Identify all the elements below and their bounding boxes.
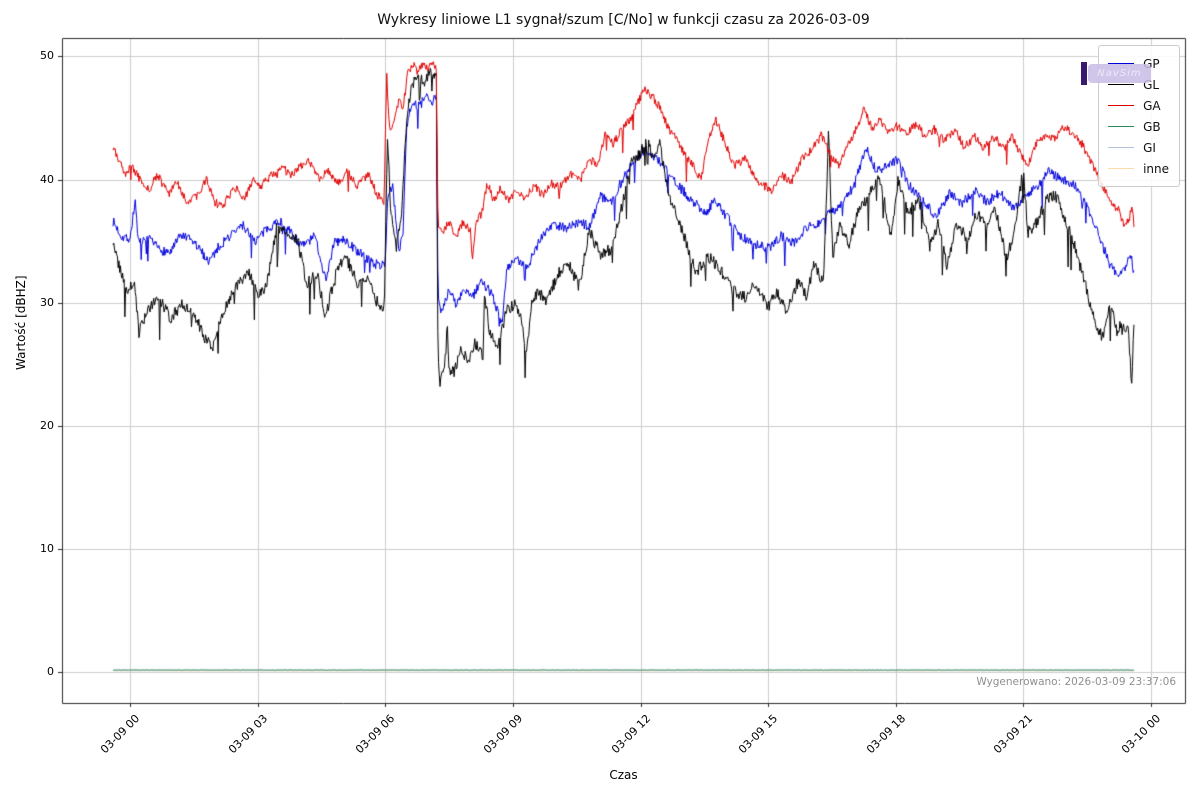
watermark-pill: NavSim: [1088, 64, 1151, 83]
y-tick-label: 10: [40, 542, 54, 556]
y-axis-label: Wartość [dBHZ]: [14, 275, 28, 370]
y-tick-label: 0: [47, 665, 54, 679]
legend-line-sample: [1108, 126, 1135, 127]
legend-item-GI: GI: [1108, 137, 1169, 158]
legend-line-sample: [1108, 105, 1135, 106]
legend-line-sample: [1108, 84, 1135, 85]
legend-label: inne: [1143, 161, 1169, 176]
y-tick-label: 50: [40, 49, 54, 63]
y-tick-label: 40: [40, 172, 54, 186]
legend-line-sample: [1108, 168, 1135, 169]
y-tick-label: 20: [40, 418, 54, 432]
generated-timestamp: Wygenerowano: 2026-03-09 23:37:06: [976, 676, 1176, 688]
x-axis-label: Czas: [609, 768, 638, 782]
legend-label: GA: [1143, 98, 1161, 113]
legend-label: GI: [1143, 140, 1156, 155]
legend-item-GB: GB: [1108, 116, 1169, 137]
legend-item-GA: GA: [1108, 95, 1169, 116]
y-tick-label: 30: [40, 295, 54, 309]
legend-line-sample: [1108, 63, 1135, 64]
chart-title: Wykresy liniowe L1 sygnał/szum [C/No] w …: [377, 12, 870, 28]
watermark: NavSim: [1081, 62, 1151, 85]
legend-item-inne: inne: [1108, 158, 1169, 179]
legend-line-sample: [1108, 147, 1135, 148]
watermark-bar: [1081, 62, 1087, 85]
legend-label: GB: [1143, 119, 1161, 134]
